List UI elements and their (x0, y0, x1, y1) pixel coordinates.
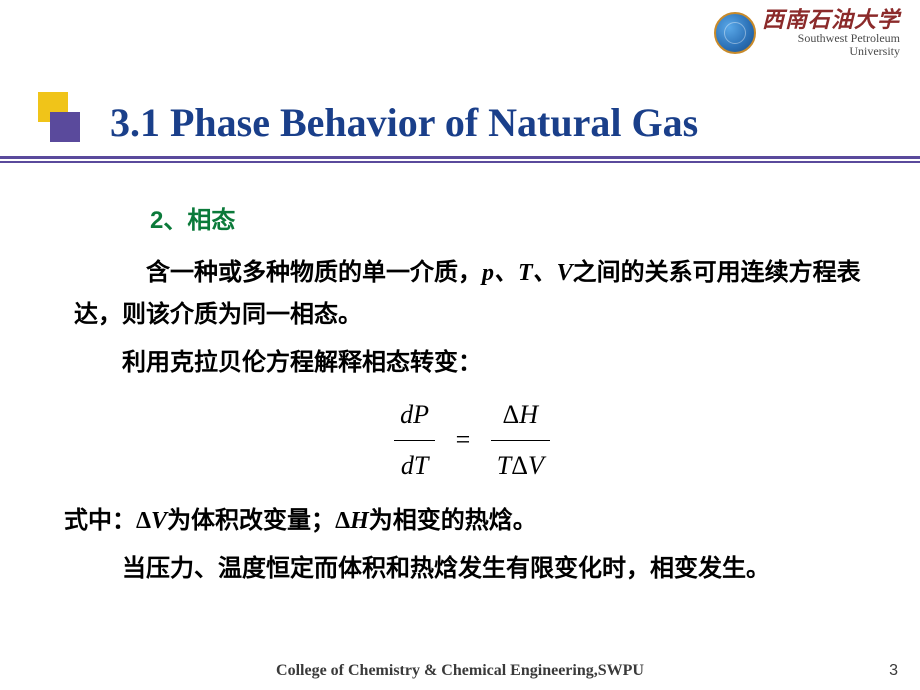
clapeyron-equation: dP dT = ΔH TΔV (74, 392, 870, 488)
p3-delta-v: ΔV (136, 508, 167, 534)
page-number: 3 (889, 662, 898, 680)
university-logo: 西南石油大学 Southwest Petroleum University (714, 8, 900, 59)
p1-text-a: 含一种或多种物质的单一介质， (146, 259, 482, 286)
eq-equals: = (456, 417, 471, 463)
eq-rhs-fraction: ΔH TΔV (491, 392, 550, 488)
slide-content: 2、相态 含一种或多种物质的单一介质，p、T、V之间的关系可用连续方程表达，则该… (74, 200, 870, 596)
p2-text: 利用克拉贝伦方程解释相态转变： (122, 349, 482, 376)
p1-variables: p、T、V (482, 260, 573, 286)
slide-title: 3.1 Phase Behavior of Natural Gas (110, 99, 698, 146)
eq-rhs-den-T: T (497, 451, 511, 480)
decor-square-purple (50, 112, 80, 142)
p3-label: 式中： (64, 507, 136, 534)
section-name: 相态 (187, 207, 235, 234)
eq-lhs-fraction: dP dT (394, 392, 435, 488)
eq-rhs-num-delta: Δ (503, 400, 520, 429)
logo-chinese-name: 西南石油大学 (762, 8, 900, 32)
title-row: 3.1 Phase Behavior of Natural Gas (0, 92, 920, 152)
eq-lhs-numerator: dP (394, 392, 435, 441)
p3-text-c: 为相变的热焓。 (369, 507, 537, 534)
p3-text-b: 为体积改变量； (167, 507, 335, 534)
p1-vars-text: p、T、V (482, 260, 573, 286)
logo-text-block: 西南石油大学 Southwest Petroleum University (762, 8, 900, 59)
eq-rhs-num-var: H (519, 400, 538, 429)
p3-delta-h: ΔH (335, 508, 369, 534)
paragraph-1: 含一种或多种物质的单一介质，p、T、V之间的关系可用连续方程表达，则该介质为同一… (74, 252, 870, 336)
eq-rhs-denominator: TΔV (491, 441, 550, 489)
title-underline (0, 156, 920, 159)
paragraph-4: 当压力、温度恒定而体积和热焓发生有限变化时，相变发生。 (74, 548, 870, 590)
logo-emblem-icon (714, 12, 756, 54)
p4-text: 当压力、温度恒定而体积和热焓发生有限变化时，相变发生。 (122, 555, 770, 582)
eq-rhs-den-delta: Δ (511, 451, 528, 480)
logo-english-line2: University (762, 45, 900, 58)
eq-rhs-den-var: V (528, 451, 544, 480)
section-heading: 2、相态 (150, 200, 870, 242)
title-decoration-icon (0, 92, 70, 152)
eq-lhs-denominator: dT (394, 441, 435, 489)
footer-text: College of Chemistry & Chemical Engineer… (0, 662, 920, 680)
paragraph-2: 利用克拉贝伦方程解释相态转变： (74, 342, 870, 384)
eq-rhs-numerator: ΔH (491, 392, 550, 441)
section-number: 2、 (150, 207, 187, 234)
paragraph-3: 式中：ΔV为体积改变量；ΔH为相变的热焓。 (64, 500, 870, 542)
